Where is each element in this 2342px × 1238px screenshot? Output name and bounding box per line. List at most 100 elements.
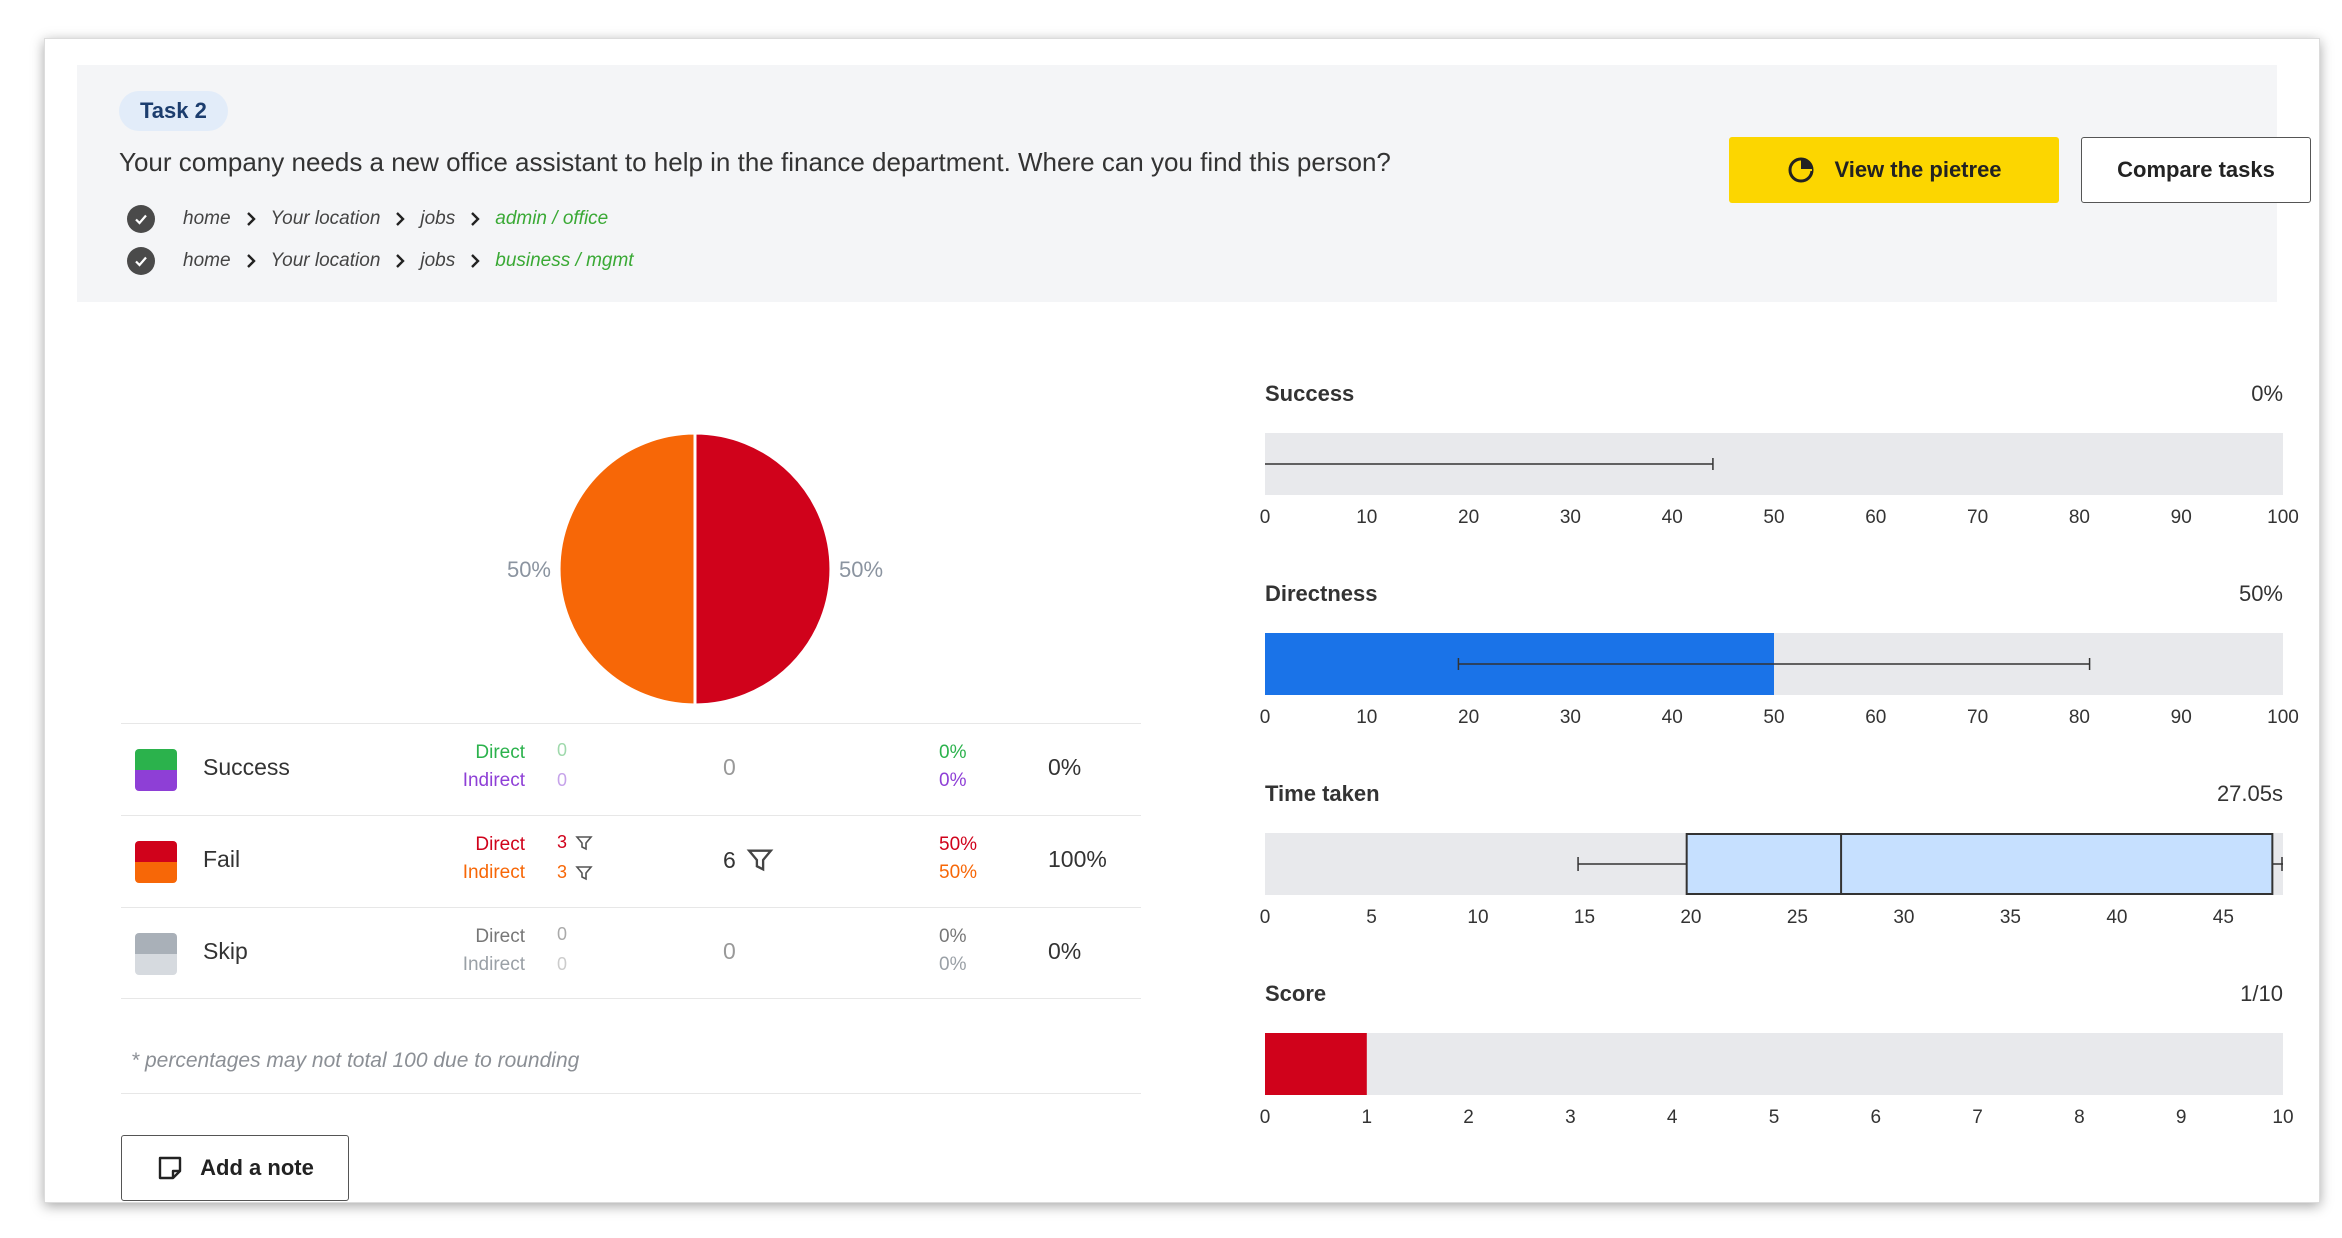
- tick-label: 0: [1260, 1107, 1271, 1128]
- tick-label: 90: [2171, 707, 2192, 728]
- tick-label: 40: [2106, 907, 2127, 928]
- tick-label: 70: [1967, 507, 1988, 528]
- tick-label: 70: [1967, 707, 1988, 728]
- tick-label: 3: [1565, 1107, 1576, 1128]
- tick-label: 25: [1787, 907, 1808, 928]
- task-header: Task 2 Your company needs a new office a…: [77, 65, 2311, 302]
- metric-value: 1/10: [2240, 981, 2283, 1006]
- metric-title: Success: [1265, 381, 1354, 406]
- success-swatch: [135, 749, 177, 791]
- chevron-right-icon: [469, 211, 481, 227]
- direct-label: Direct: [475, 834, 525, 855]
- tick-label: 100: [2267, 507, 2299, 528]
- metric-title: Score: [1265, 981, 1326, 1006]
- task-results-card: Task 2 Your company needs a new office a…: [44, 38, 2320, 1203]
- chevron-right-icon: [394, 253, 406, 269]
- metric-value: 27.05s: [2217, 781, 2283, 806]
- table-row-success: Success Direct Indirect 0 0 0 0% 0% 0%: [121, 723, 1141, 815]
- results-table: Success Direct Indirect 0 0 0 0% 0% 0% F…: [121, 723, 1141, 999]
- path-step: jobs: [420, 208, 456, 229]
- correct-path-2: home Your location jobs business / mgmt: [127, 246, 634, 276]
- tick-label: 2: [1463, 1107, 1474, 1128]
- metric-time-taken: Time taken 27.05s 0 5 10 15 20 25 30 35 40 45: [1260, 781, 2283, 928]
- add-note-button[interactable]: Add a note: [121, 1135, 349, 1201]
- tick-label: 30: [1560, 507, 1581, 528]
- correct-path-1: home Your location jobs admin / office: [127, 204, 608, 234]
- tick-label: 30: [1893, 907, 1914, 928]
- metric-bar: [1265, 1033, 1367, 1095]
- indirect-count: 0: [557, 770, 568, 790]
- tick-label: 6: [1871, 1107, 1882, 1128]
- rounding-footnote: * percentages may not total 100 due to r…: [131, 1049, 580, 1072]
- chevron-right-icon: [394, 211, 406, 227]
- tick-label: 7: [1972, 1107, 1983, 1128]
- tick-label: 20: [1458, 507, 1479, 528]
- direct-percent: 0%: [939, 742, 967, 763]
- skip-swatch: [135, 933, 177, 975]
- metric-success: Success 0% 0 10 20 30 40 50 60 70 80 90 100: [1260, 381, 2299, 528]
- tick-label: 0: [1260, 507, 1271, 528]
- check-circle-icon: [127, 247, 155, 275]
- tick-label: 10: [1467, 907, 1488, 928]
- box: [1685, 833, 2274, 895]
- tick-label: 40: [1662, 507, 1683, 528]
- row-percent: 0%: [1048, 754, 1082, 780]
- tick-label: 20: [1680, 907, 1701, 928]
- tick-label: 1: [1362, 1107, 1373, 1128]
- metric-score: Score 1/10 0 1 2 3 4 5 6 7 8 9 10: [1260, 981, 2294, 1128]
- total-count: 0: [723, 754, 736, 780]
- table-row-fail: Fail Direct Indirect 3 3 6 50% 50% 100%: [121, 815, 1141, 907]
- filter-icon[interactable]: [575, 834, 593, 852]
- row-percent: 0%: [1048, 938, 1082, 964]
- tick-label: 0: [1260, 707, 1271, 728]
- total-count: 6: [723, 846, 736, 873]
- direct-label: Direct: [475, 742, 525, 763]
- divider: [121, 1093, 1141, 1094]
- tick-label: 20: [1458, 707, 1479, 728]
- chevron-right-icon: [245, 211, 257, 227]
- pie-slice: [693, 431, 833, 707]
- metric-title: Time taken: [1265, 781, 1380, 806]
- row-percent: 100%: [1048, 846, 1107, 872]
- tick-label: 30: [1560, 707, 1581, 728]
- tick-label: 15: [1574, 907, 1595, 928]
- pie-chart: 50% 50%: [507, 431, 883, 707]
- row-label: Success: [203, 754, 290, 780]
- path-step: jobs: [420, 250, 456, 271]
- indirect-percent: 0%: [939, 954, 967, 975]
- tick-label: 80: [2069, 707, 2090, 728]
- path-step: Your location: [270, 208, 381, 229]
- filter-icon[interactable]: [575, 864, 593, 882]
- filter-icon[interactable]: [746, 846, 774, 874]
- path-destination: admin / office: [495, 208, 609, 229]
- path-step: home: [183, 208, 231, 229]
- tick-label: 60: [1865, 707, 1886, 728]
- metric-value: 0%: [2251, 381, 2283, 406]
- check-circle-icon: [127, 205, 155, 233]
- direct-count: 3: [557, 832, 568, 852]
- metric-value: 50%: [2239, 581, 2283, 606]
- indirect-count: 0: [557, 954, 568, 974]
- total-count-group: 6: [723, 846, 774, 874]
- view-pietree-button[interactable]: View the pietree: [1729, 137, 2059, 203]
- fail-swatch: [135, 841, 177, 883]
- tick-label: 9: [2176, 1107, 2187, 1128]
- tick-label: 90: [2171, 507, 2192, 528]
- compare-tasks-button[interactable]: Compare tasks: [2081, 137, 2311, 203]
- indirect-label: Indirect: [462, 862, 525, 883]
- tick-label: 100: [2267, 707, 2299, 728]
- row-label: Skip: [203, 938, 248, 964]
- chevron-right-icon: [245, 253, 257, 269]
- tick-label: 45: [2213, 907, 2234, 928]
- tick-label: 0: [1260, 907, 1271, 928]
- metric-track: [1265, 1033, 2283, 1095]
- task-pill: Task 2: [119, 91, 228, 131]
- table-row-skip: Skip Direct Indirect 0 0 0 0% 0% 0%: [121, 907, 1141, 999]
- total-count: 0: [723, 938, 736, 964]
- tick-label: 35: [2000, 907, 2021, 928]
- direct-count: 0: [557, 740, 568, 760]
- path-step: Your location: [270, 250, 381, 271]
- task-question: Your company needs a new office assistan…: [119, 147, 1391, 177]
- chevron-right-icon: [469, 253, 481, 269]
- path-step: home: [183, 250, 231, 271]
